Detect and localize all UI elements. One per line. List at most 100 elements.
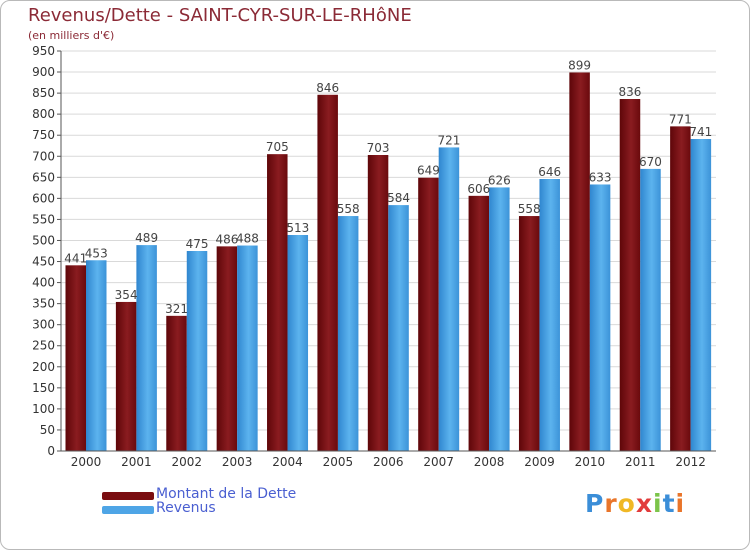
- y-tick-label: 700: [32, 149, 55, 163]
- x-tick-label: 2003: [222, 455, 253, 469]
- bar-revenus: [589, 184, 611, 451]
- bar-revenus: [489, 187, 510, 451]
- data-label-dette: 354: [115, 288, 138, 302]
- bar-dette: [267, 154, 288, 451]
- x-tick-label: 2011: [625, 455, 656, 469]
- x-tick-label: 2006: [373, 455, 404, 469]
- y-tick-label: 750: [32, 128, 55, 142]
- data-label-revenus: 453: [85, 246, 108, 260]
- data-label-dette: 441: [64, 251, 87, 265]
- data-label-revenus: 721: [437, 133, 460, 147]
- y-tick-label: 600: [32, 191, 55, 205]
- bar-revenus: [186, 251, 208, 451]
- logo-letter: i: [675, 489, 686, 518]
- x-tick-label: 2008: [474, 455, 505, 469]
- data-label-dette: 771: [669, 112, 692, 126]
- y-axis: 0 50 100 150 200 250 300 350 400 450 500 550 600 650 7…: [32, 44, 62, 458]
- logo-letter: P: [585, 489, 605, 518]
- data-label-revenus: 626: [488, 173, 511, 187]
- x-tick-label: 2010: [575, 455, 606, 469]
- data-label-revenus: 633: [589, 170, 612, 184]
- data-label-revenus: 558: [337, 202, 360, 216]
- logo-letter: x: [635, 489, 653, 518]
- bar-dette: [65, 265, 86, 451]
- bar-dette: [367, 155, 389, 451]
- data-label-dette: 899: [568, 58, 591, 72]
- data-label-revenus: 513: [286, 221, 309, 235]
- data-label-revenus: 489: [135, 231, 158, 245]
- logo-letter: r: [604, 489, 618, 518]
- bar-revenus: [136, 245, 157, 451]
- data-label-dette: 846: [316, 81, 339, 95]
- y-tick-label: 200: [32, 360, 55, 374]
- y-tick-label: 300: [32, 318, 55, 332]
- data-label-dette: 606: [467, 182, 490, 196]
- y-tick-label: 0: [47, 444, 55, 458]
- legend-label-revenus: Revenus: [156, 500, 216, 516]
- bar-revenus: [287, 235, 309, 451]
- y-tick-label: 250: [32, 339, 55, 353]
- data-label-revenus: 584: [387, 191, 410, 205]
- data-label-dette: 321: [165, 302, 188, 316]
- y-tick-label: 350: [32, 297, 55, 311]
- y-tick-label: 100: [32, 402, 55, 416]
- y-tick-label: 550: [32, 212, 55, 226]
- x-tick-label: 2007: [423, 455, 454, 469]
- y-tick-label: 950: [32, 44, 55, 58]
- bar-dette: [569, 72, 590, 451]
- x-tick-label: 2012: [675, 455, 706, 469]
- proxiti-logo: Proxiti: [585, 489, 685, 518]
- y-tick-label: 450: [32, 255, 55, 269]
- y-tick-label: 900: [32, 65, 55, 79]
- bar-revenus: [640, 168, 661, 452]
- bar-revenus: [690, 139, 712, 451]
- y-tick-label: 850: [32, 86, 55, 100]
- bar-dette: [418, 177, 439, 451]
- x-tick-label: 2009: [524, 455, 555, 469]
- x-tick-label: 2004: [272, 455, 303, 469]
- data-label-dette: 703: [367, 141, 390, 155]
- legend-swatch-dette: [102, 492, 154, 500]
- x-tick-label: 2002: [171, 455, 202, 469]
- data-label-dette: 649: [417, 164, 440, 178]
- bar-dette: [115, 301, 137, 451]
- bar-revenus: [388, 205, 409, 451]
- legend-label-dette: Montant de la Dette: [156, 486, 297, 502]
- legend-swatch-revenus: [102, 506, 154, 514]
- logo-letter: t: [662, 489, 676, 518]
- bar-dette: [670, 126, 691, 452]
- y-tick-label: 50: [40, 423, 55, 437]
- logo-letter: i: [653, 489, 663, 518]
- data-label-revenus: 670: [639, 155, 662, 169]
- bar-revenus: [237, 245, 258, 451]
- bar-revenus: [539, 179, 560, 451]
- data-label-dette: 836: [619, 85, 642, 99]
- data-label-revenus: 646: [538, 165, 561, 179]
- y-tick-label: 650: [32, 170, 55, 184]
- bar-dette: [216, 246, 238, 451]
- x-tick-label: 2001: [121, 455, 152, 469]
- bar-dette: [166, 315, 187, 451]
- logo-letter: o: [617, 489, 636, 518]
- y-tick-label: 500: [32, 233, 55, 247]
- data-label-dette: 486: [215, 232, 238, 246]
- bar-revenus: [438, 147, 460, 451]
- page-title: Revenus/Dette - SAINT-CYR-SUR-LE-RHôNE: [28, 5, 412, 26]
- y-tick-label: 400: [32, 276, 55, 290]
- x-tick-label: 2005: [323, 455, 354, 469]
- bars: [65, 72, 712, 452]
- data-label-dette: 705: [266, 140, 289, 154]
- data-label-revenus: 475: [186, 237, 209, 251]
- bar-dette: [619, 99, 641, 451]
- y-tick-label: 800: [32, 107, 55, 121]
- chart-subtitle: (en milliers d'€): [28, 29, 115, 42]
- bar-dette: [317, 94, 338, 451]
- y-tick-label: 150: [32, 381, 55, 395]
- bar-dette: [468, 195, 490, 451]
- bar-revenus: [337, 216, 359, 451]
- x-axis: 2000 2001 2002 2003 2004 2005 2006 2007 2008 2009…: [61, 450, 716, 469]
- data-label-revenus: 741: [689, 125, 712, 139]
- bar-revenus: [86, 260, 107, 451]
